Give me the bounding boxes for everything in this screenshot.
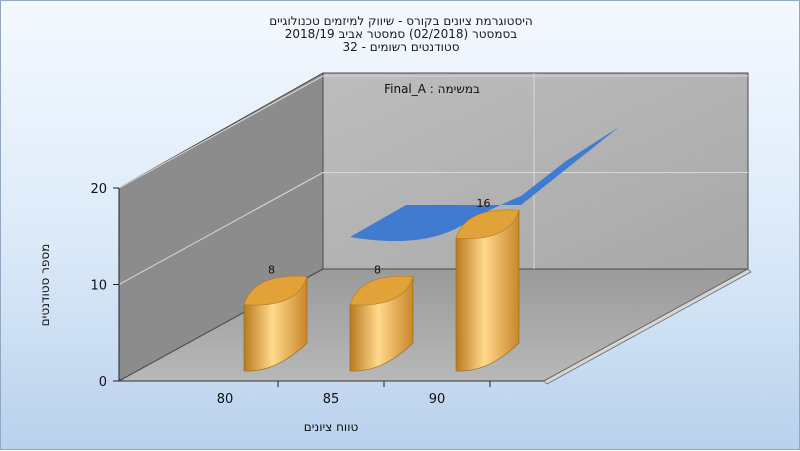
x-axis-ticks: 80 85 90 <box>217 381 491 407</box>
bar-value-label: 8 <box>374 264 381 277</box>
bars: 8 8 16 <box>243 197 520 372</box>
bar-top <box>243 275 308 306</box>
y-tick-label: 20 <box>90 182 107 197</box>
y-tick-label: 0 <box>99 375 107 390</box>
bar: 8 <box>243 264 308 372</box>
grid-lines <box>118 73 748 285</box>
bar-value-label: 8 <box>268 264 275 277</box>
x-tick-label: 85 <box>323 392 340 407</box>
chart-title-line-1: היסטוגרמת ציונים בקורס - שיווק למיזמים ט… <box>269 14 533 28</box>
background-curve <box>350 127 619 242</box>
y-axis-label: מספר סטודנטים <box>38 244 52 327</box>
bar: 8 <box>349 264 414 372</box>
bar: 16 <box>455 197 520 372</box>
chart-title-line-3: סטודנטים רשומים - 32 <box>342 40 460 54</box>
annotation-label: במשימה : Final_A <box>384 82 480 96</box>
x-tick-label: 90 <box>429 392 446 407</box>
x-tick-label: 80 <box>217 392 234 407</box>
x-axis-label: טווח ציונים <box>304 420 359 434</box>
floor-edge <box>543 268 752 385</box>
chart-title-line-2: בסמסטר (02/2018) סמסטר אביב 2018/19 <box>284 27 518 41</box>
gridline-left <box>118 172 324 285</box>
bar-body <box>455 209 520 372</box>
y-tick-label: 10 <box>90 279 107 294</box>
y-axis-ticks: 0 10 20 <box>90 182 120 390</box>
bar-top <box>349 275 414 306</box>
bar-value-label: 16 <box>477 197 491 210</box>
bar-top <box>455 209 520 239</box>
gridline-left <box>118 75 324 189</box>
